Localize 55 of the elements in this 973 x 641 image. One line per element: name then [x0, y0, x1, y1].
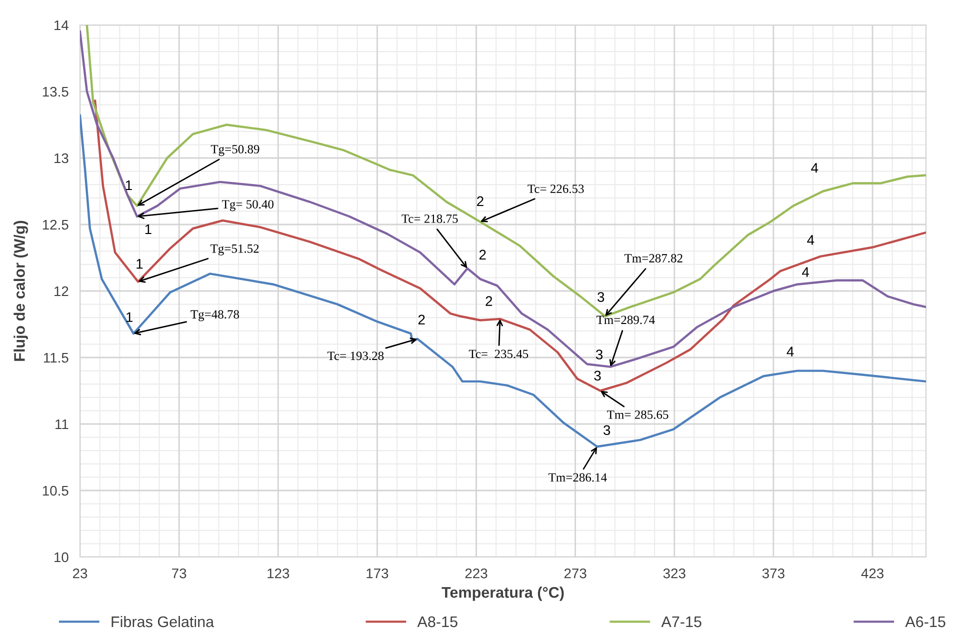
- line-series: [80, 30, 926, 368]
- annotation: 2: [486, 296, 492, 306]
- annotation: Tc= 235.45: [468, 350, 528, 358]
- y-tick-label: 10.5: [42, 486, 68, 496]
- y-axis-title: Flujo de calor (W/g): [14, 220, 28, 361]
- x-axis-title: Temperatura (°C): [442, 586, 564, 601]
- annotation: 4: [807, 235, 814, 245]
- annotation: 4: [811, 163, 818, 173]
- annotation: 2: [477, 196, 484, 206]
- annotation: Tm= 285.65: [607, 410, 668, 419]
- y-tick-label: 12: [54, 286, 68, 296]
- x-tick-label: 123: [268, 568, 290, 578]
- annotation: Tg= 50.40: [222, 200, 274, 212]
- x-tick-label: 273: [564, 568, 586, 578]
- line-series: [94, 100, 926, 392]
- x-tick-label: 23: [72, 568, 88, 578]
- annotation: 3: [604, 425, 610, 436]
- y-tick-label: 11: [56, 419, 68, 430]
- y-tick-label: 11.5: [44, 352, 68, 363]
- annotation: 4: [786, 346, 794, 356]
- legend-label: A7-15: [661, 616, 702, 628]
- annotation: Tg=51.52: [210, 244, 259, 256]
- annotation: 3: [594, 370, 601, 381]
- annotation: 3: [596, 350, 603, 360]
- line-series: [80, 114, 926, 448]
- y-tick-label: 10: [54, 552, 68, 562]
- legend-label: A6-15: [905, 616, 946, 628]
- y-tick-label: 12.5: [42, 220, 68, 230]
- annotation: 4: [802, 267, 810, 277]
- annotation: 2: [479, 250, 486, 260]
- annotation: Tm=289.74: [596, 316, 655, 324]
- x-tick-label: 323: [663, 568, 686, 578]
- x-tick-label: 373: [762, 568, 784, 578]
- annotation: Tg=50.89: [210, 144, 260, 156]
- x-tick-label: 423: [861, 568, 884, 578]
- x-tick-label: 173: [366, 568, 388, 578]
- x-tick-label: 223: [465, 568, 488, 578]
- annotation: Tg=48.78: [190, 310, 240, 322]
- annotation: 1: [126, 312, 133, 322]
- y-tick-label: 13.5: [42, 86, 68, 97]
- annotation: Tc= 193.28: [327, 352, 384, 360]
- annotation: Tc= 226.53: [528, 184, 584, 194]
- annotation: Tm=286.14: [548, 473, 607, 482]
- annotation: 2: [418, 314, 425, 324]
- x-tick-label: 73: [172, 568, 186, 578]
- legend-label: Fibras Gelatina: [112, 616, 214, 628]
- y-tick-label: 13: [54, 153, 68, 164]
- annotation: 3: [598, 292, 604, 302]
- annotation: 1: [136, 259, 143, 269]
- annotation: 1: [126, 180, 132, 190]
- legend-label: A8-15: [417, 616, 458, 628]
- y-tick-label: 14: [54, 20, 68, 30]
- annotation: Tm=287.82: [624, 254, 682, 263]
- annotation: Tc= 218.75: [402, 214, 458, 223]
- annotation: 1: [145, 224, 152, 234]
